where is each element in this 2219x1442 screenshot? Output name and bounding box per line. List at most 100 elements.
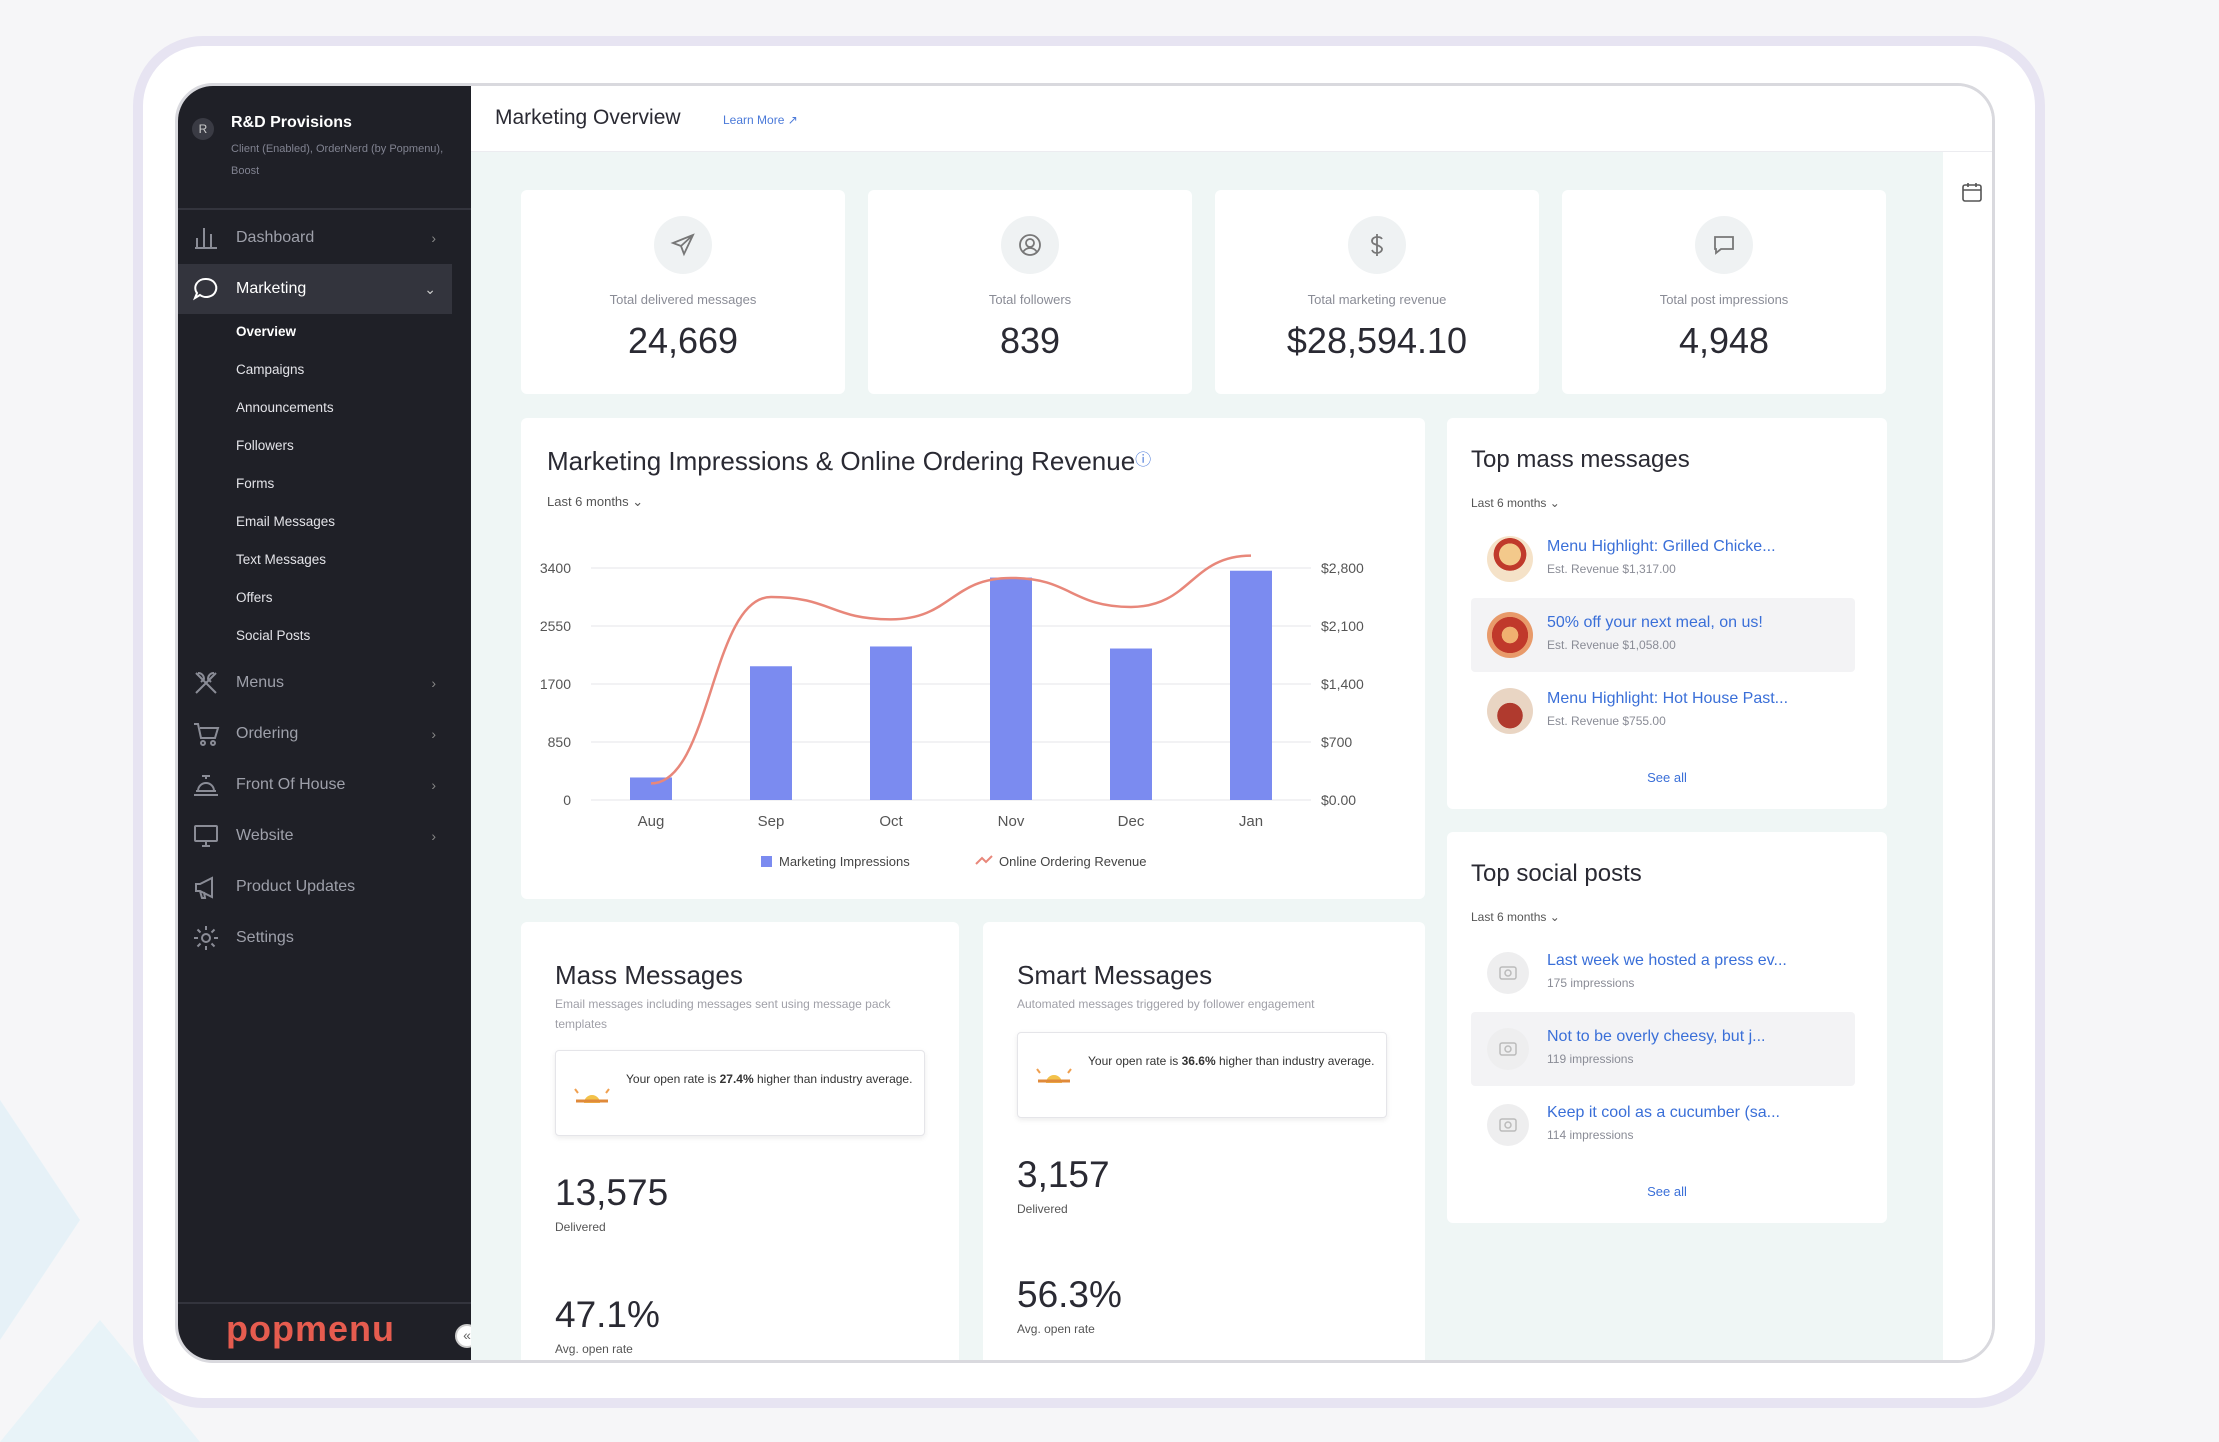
bell-icon xyxy=(574,1088,610,1103)
see-all-link[interactable]: See all xyxy=(1647,1184,1687,1199)
sidebar-item-marketing[interactable]: Marketing ⌄ xyxy=(178,264,452,314)
gear-icon xyxy=(192,924,220,952)
bar xyxy=(1110,648,1152,800)
list-item[interactable]: Menu Highlight: Hot House Past... Est. R… xyxy=(1471,674,1855,748)
x-tick-label: Nov xyxy=(998,813,1025,830)
y-tick-label: 3400 xyxy=(540,560,571,576)
open-rate-value: 47.1% xyxy=(555,1294,660,1335)
stat-value: 4,948 xyxy=(1678,320,1770,361)
sidebar-item-ordering[interactable]: Ordering › xyxy=(178,709,452,759)
open-rate-callout: Your open rate is 36.6% higher than indu… xyxy=(1017,1032,1387,1118)
top-social-range-select[interactable]: Last 6 months ⌄ xyxy=(1471,910,1560,924)
post-impressions: 119 impressions xyxy=(1547,1052,1634,1066)
message-revenue: Est. Revenue $755.00 xyxy=(1547,714,1666,728)
x-tick-label: Aug xyxy=(638,813,665,830)
bar xyxy=(870,646,912,800)
calendar-icon[interactable] xyxy=(1961,181,1983,203)
sidebar-subitem-email-messages[interactable]: Email Messages xyxy=(236,514,336,529)
stat-label: Total post impressions xyxy=(1659,292,1789,307)
chart-title: Marketing Impressions & Online Ordering … xyxy=(547,446,1151,477)
y-tick-label: 850 xyxy=(548,734,572,750)
legend-label: Online Ordering Revenue xyxy=(999,854,1146,869)
sidebar-subitem-overview[interactable]: Overview xyxy=(236,324,297,339)
food-thumbnail xyxy=(1487,612,1533,658)
popmenu-logo: popmenu xyxy=(226,1308,395,1349)
comment-icon xyxy=(1695,216,1753,274)
mass-messages-card: Mass Messages Email messages including m… xyxy=(521,922,959,1360)
top-social-title: Top social posts xyxy=(1471,860,1642,887)
org-icon: R xyxy=(192,118,214,140)
stat-value: $28,594.10 xyxy=(1286,320,1468,361)
list-item[interactable]: Menu Highlight: Grilled Chicke... Est. R… xyxy=(1471,522,1855,596)
megaphone-icon xyxy=(192,873,220,901)
sidebar-subitem-announcements[interactable]: Announcements xyxy=(236,400,334,415)
sidebar-item-menus[interactable]: Menus › xyxy=(178,658,452,708)
combo-chart: 3400 2550 1700 850 0 $2,800 $2,100 $1,400 $700 $0… xyxy=(540,554,1364,869)
bar xyxy=(990,577,1032,800)
chevron-down-icon: ⌄ xyxy=(424,280,436,297)
y2-tick-label: $2,100 xyxy=(1321,618,1364,634)
sidebar-subitem-campaigns[interactable]: Campaigns xyxy=(236,362,305,377)
open-rate-post: higher than industry average. xyxy=(753,1072,913,1086)
utensils-icon xyxy=(192,669,220,697)
bell-icon xyxy=(1036,1068,1072,1083)
chart-range-select[interactable]: Last 6 months ⌄ xyxy=(547,494,644,509)
learn-more-link[interactable]: Learn More ↗ xyxy=(723,113,798,127)
top-mass-range-select[interactable]: Last 6 months ⌄ xyxy=(1471,496,1560,510)
sidebar-subitem-offers[interactable]: Offers xyxy=(236,590,273,605)
impressions-revenue-chart-card: Marketing Impressions & Online Ordering … xyxy=(521,418,1425,899)
app-screen: R R&D Provisions Client (Enabled), Order… xyxy=(175,83,1995,1363)
sidebar-item-label: Ordering xyxy=(236,725,299,742)
open-rate-label: Avg. open rate xyxy=(555,1342,633,1356)
message-revenue: Est. Revenue $1,058.00 xyxy=(1547,638,1676,652)
bar xyxy=(1230,570,1272,800)
dollar-icon xyxy=(1348,216,1406,274)
sidebar-item-label: Front Of House xyxy=(236,776,346,793)
info-icon[interactable]: ⓘ xyxy=(1135,452,1152,469)
org-name: R&D Provisions xyxy=(231,114,352,131)
post-title: Last week we hosted a press ev... xyxy=(1547,952,1787,969)
list-item[interactable]: 50% off your next meal, on us! Est. Reve… xyxy=(1471,598,1855,672)
y2-tick-label: $0.00 xyxy=(1321,792,1356,808)
sidebar-item-product-updates[interactable]: Product Updates xyxy=(178,862,452,912)
top-bar: Marketing Overview Learn More ↗ xyxy=(471,86,1992,152)
sidebar-subitem-text-messages[interactable]: Text Messages xyxy=(236,552,327,567)
smart-messages-title: Smart Messages xyxy=(1017,960,1213,990)
send-icon xyxy=(654,216,712,274)
post-impressions: 114 impressions xyxy=(1547,1128,1634,1142)
stat-label: Total followers xyxy=(988,292,1072,307)
y2-tick-label: $2,800 xyxy=(1321,560,1364,576)
sidebar-item-front-of-house[interactable]: Front Of House › xyxy=(178,760,452,810)
sidebar-item-settings[interactable]: Settings xyxy=(178,913,452,963)
service-bell-icon xyxy=(192,771,220,799)
dashboard-content: Total delivered messages 24,669 Total fo… xyxy=(471,152,1943,1360)
top-mass-messages-card: Top mass messages Last 6 months ⌄ Menu H… xyxy=(1447,418,1887,809)
sidebar-subitem-followers[interactable]: Followers xyxy=(236,438,294,453)
main-area: Marketing Overview Learn More ↗ Total de… xyxy=(471,86,1992,1360)
x-tick-label: Dec xyxy=(1118,813,1145,830)
sidebar-subitem-forms[interactable]: Forms xyxy=(236,476,275,491)
sidebar-item-label: Menus xyxy=(236,674,285,691)
sidebar-item-website[interactable]: Website › xyxy=(178,811,452,861)
open-rate-post: higher than industry average. xyxy=(1215,1054,1375,1068)
org-subtitle: Client (Enabled), OrderNerd (by Popmenu)… xyxy=(231,143,444,177)
see-all-link[interactable]: See all xyxy=(1647,770,1687,785)
list-item[interactable]: Keep it cool as a cucumber (sa... 114 im… xyxy=(1471,1088,1855,1162)
chevron-right-icon: › xyxy=(431,726,436,742)
page-title: Marketing Overview xyxy=(495,106,681,129)
post-title: Keep it cool as a cucumber (sa... xyxy=(1547,1104,1780,1121)
sidebar-subitem-social-posts[interactable]: Social Posts xyxy=(236,628,311,643)
list-item[interactable]: Not to be overly cheesy, but j... 119 im… xyxy=(1471,1012,1855,1086)
chevron-right-icon: › xyxy=(431,230,436,246)
open-rate-text: Your open rate is 27.4% higher than indu… xyxy=(626,1067,916,1092)
list-item[interactable]: Last week we hosted a press ev... 175 im… xyxy=(1471,936,1855,1010)
sidebar-item-dashboard[interactable]: Dashboard › xyxy=(178,213,452,263)
user-circle-icon xyxy=(1001,216,1059,274)
stat-card-followers: Total followers 839 xyxy=(868,190,1192,394)
org-switcher[interactable]: R R&D Provisions Client (Enabled), Order… xyxy=(178,86,471,210)
post-impressions: 175 impressions xyxy=(1547,976,1635,990)
delivered-count: 3,157 xyxy=(1017,1154,1110,1195)
top-social-posts-card: Top social posts Last 6 months ⌄ Last we… xyxy=(1447,832,1887,1223)
monitor-icon xyxy=(192,822,220,850)
stat-card-revenue: Total marketing revenue $28,594.10 xyxy=(1215,190,1539,394)
